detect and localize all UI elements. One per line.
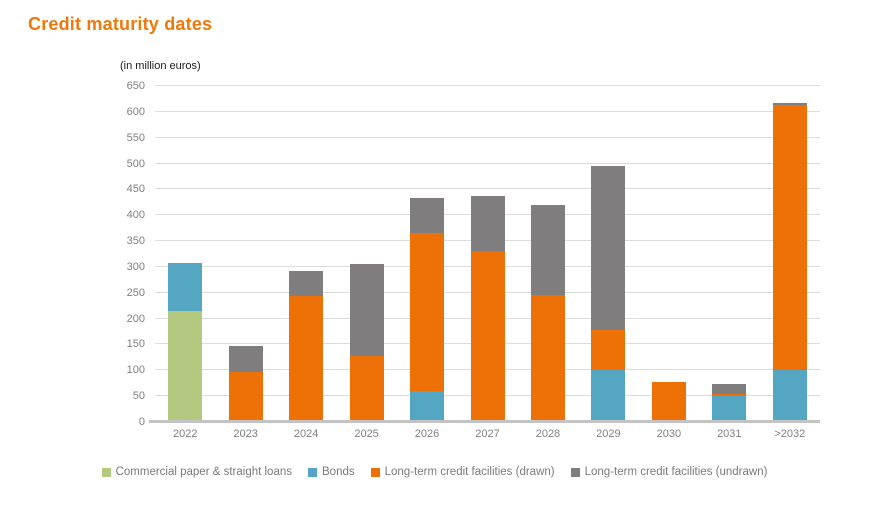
x-tick-label-2030: 2030 — [656, 428, 682, 440]
x-axis-baseline — [149, 420, 820, 423]
gridline-550 — [155, 136, 820, 138]
bar-2029 — [591, 166, 626, 422]
y-tick-label-200: 200 — [126, 312, 145, 325]
legend-label: Long-term credit facilities (undrawn) — [584, 466, 768, 478]
bar-gt2032 — [772, 102, 807, 422]
bar-segment — [591, 370, 626, 422]
legend-swatch-icon — [570, 467, 580, 477]
gridline-500 — [155, 162, 820, 164]
bar-2030 — [651, 381, 686, 422]
legend-item: Bonds — [308, 466, 355, 478]
chart-legend: Commercial paper & straight loans Bonds Lo… — [0, 466, 869, 478]
x-tick-label-2026: 2026 — [414, 428, 440, 440]
bar-segment — [410, 233, 445, 391]
bar-segment — [651, 381, 686, 422]
bar-segment — [591, 166, 626, 330]
y-tick-label-500: 500 — [126, 157, 145, 170]
y-tick-label-0: 0 — [138, 416, 145, 428]
chart-title: Credit maturity dates — [28, 14, 213, 34]
legend-label: Long-term credit facilities (drawn) — [384, 466, 555, 478]
bar-2026 — [410, 198, 445, 422]
y-tick-label-150: 150 — [126, 338, 145, 351]
y-tick-label-300: 300 — [126, 260, 145, 273]
x-tick-label-2028: 2028 — [535, 428, 561, 440]
gridline-650 — [155, 85, 820, 86]
x-tick-label-gt2032: >2032 — [774, 428, 806, 440]
legend-label: Commercial paper & straight loans — [115, 466, 292, 478]
gridline-600 — [155, 110, 820, 112]
bar-segment — [289, 296, 324, 422]
legend-swatch-icon — [101, 467, 111, 477]
bar-segment — [591, 330, 626, 371]
bar-segment — [530, 295, 565, 422]
x-tick-label-2024: 2024 — [293, 428, 319, 440]
bar-segment — [772, 370, 807, 422]
x-tick-label-2027: 2027 — [475, 428, 500, 440]
legend-item: Long-term credit facilities (drawn) — [370, 466, 555, 478]
y-tick-label-450: 450 — [126, 183, 145, 196]
bar-segment — [410, 198, 445, 234]
legend-item: Long-term credit facilities (undrawn) — [570, 466, 768, 478]
y-tick-label-250: 250 — [126, 286, 145, 299]
bar-segment — [470, 196, 505, 252]
bar-2031 — [712, 383, 747, 422]
chart-subtitle: (in million euros) — [120, 60, 201, 72]
legend-swatch-icon — [370, 467, 380, 477]
x-tick-label-2031: 2031 — [717, 428, 742, 440]
x-tick-label-2022: 2022 — [172, 428, 198, 440]
x-tick-label-2025: 2025 — [354, 428, 379, 440]
gridline-450 — [155, 188, 820, 190]
bar-segment — [228, 345, 263, 372]
bar-segment — [772, 105, 807, 371]
bar-segment — [772, 102, 807, 106]
bar-segment — [349, 264, 384, 357]
plot-wrap: 0 50 100 150 200 250 300 350 400 450 500 550 600 650 2… — [127, 80, 820, 440]
bar-2022 — [168, 263, 203, 422]
y-tick-label-650: 650 — [126, 80, 145, 92]
bar-segment — [228, 371, 263, 422]
legend-swatch-icon — [308, 467, 317, 477]
bar-2023 — [228, 345, 263, 422]
y-tick-label-550: 550 — [126, 131, 145, 144]
x-tick-label-2029: 2029 — [596, 428, 621, 440]
plot-area: 0 50 100 150 200 250 300 350 400 450 500 550 600 650 2… — [127, 80, 820, 440]
bar-segment — [470, 251, 505, 422]
y-tick-label-50: 50 — [132, 390, 145, 403]
y-tick-label-100: 100 — [126, 364, 145, 377]
bar-segment — [410, 391, 445, 422]
bar-2025 — [349, 264, 384, 422]
bar-segment — [712, 383, 747, 395]
bar-2024 — [289, 271, 324, 422]
bar-2027 — [470, 196, 505, 422]
bar-segment — [168, 310, 203, 422]
x-tick-label-2023: 2023 — [233, 428, 258, 440]
y-tick-label-400: 400 — [126, 209, 145, 222]
bar-2028 — [530, 204, 565, 422]
legend-label: Bonds — [322, 466, 355, 478]
bar-segment — [289, 271, 324, 297]
bar-segment — [712, 394, 747, 397]
legend-item: Commercial paper & straight loans — [101, 466, 292, 478]
bar-segment — [168, 263, 203, 311]
bar-segment — [530, 204, 565, 296]
y-tick-label-350: 350 — [126, 235, 145, 248]
bar-segment — [349, 356, 384, 422]
y-tick-label-600: 600 — [126, 105, 145, 118]
bar-segment — [712, 396, 747, 422]
